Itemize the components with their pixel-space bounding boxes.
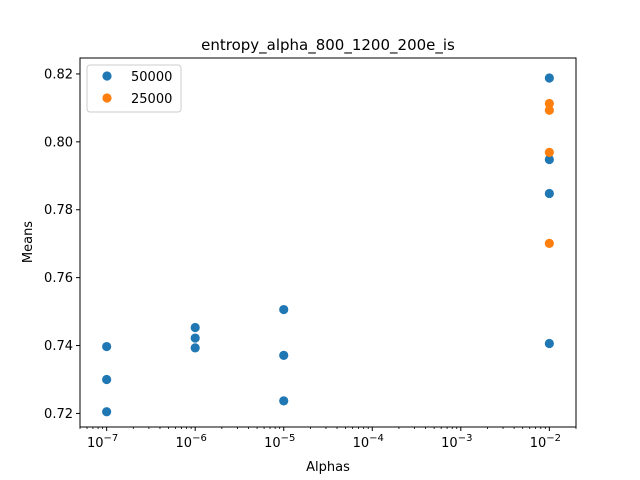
legend-marker-50000 — [102, 71, 112, 81]
x-tick-label: 10−2 — [530, 433, 561, 451]
y-tick-label: 0.76 — [44, 271, 73, 286]
axis-ticks: 10−7 10−6 10−5 10−4 10−3 10−2 0.72 0.74 0.76 0.78… — [44, 67, 577, 451]
data-point-50000 — [544, 338, 554, 349]
data-point-50000 — [190, 322, 200, 333]
data-point-25000 — [544, 238, 554, 248]
data-point-50000 — [279, 304, 289, 315]
data-point-25000 — [544, 98, 554, 109]
x-tick-label: 10−3 — [441, 433, 472, 451]
data-point-50000 — [544, 154, 554, 165]
y-tick-label: 0.78 — [44, 203, 73, 218]
legend: 50000 25000 — [86, 64, 182, 113]
data-points — [102, 73, 554, 417]
plot-area — [80, 58, 576, 427]
chart-title: entropy_alpha_800_1200_200e_is — [201, 36, 455, 55]
y-axis-label: Means — [21, 221, 36, 263]
data-point-25000 — [544, 147, 554, 157]
data-point-50000 — [544, 73, 554, 83]
y-tick-label: 0.74 — [44, 339, 73, 354]
x-tick-label: 10−5 — [264, 433, 295, 451]
y-tick-label: 0.82 — [44, 67, 73, 82]
y-tick-label: 0.80 — [44, 135, 73, 150]
data-point-50000 — [102, 341, 112, 352]
legend-label-25000: 25000 — [131, 92, 172, 107]
data-point-50000 — [190, 333, 200, 343]
y-tick-label: 0.72 — [44, 407, 73, 422]
x-axis-label: Alphas — [306, 460, 350, 475]
x-tick-label: 10−4 — [353, 433, 384, 451]
data-point-50000 — [279, 396, 289, 406]
x-tick-label: 10−6 — [176, 433, 207, 451]
legend-marker-25000 — [102, 93, 112, 103]
data-point-50000 — [102, 407, 112, 417]
x-tick-label: 10−7 — [87, 433, 118, 451]
data-point-50000 — [279, 350, 289, 360]
plot-frame — [79, 57, 577, 428]
data-point-50000 — [102, 374, 112, 385]
data-point-50000 — [544, 188, 554, 199]
data-point-50000 — [190, 343, 200, 353]
data-point-25000 — [544, 105, 554, 115]
legend-label-50000: 50000 — [131, 70, 172, 85]
